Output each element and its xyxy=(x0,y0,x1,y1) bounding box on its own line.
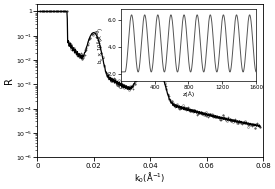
Y-axis label: R: R xyxy=(4,77,14,84)
X-axis label: k$_0$(Å$^{-1}$): k$_0$(Å$^{-1}$) xyxy=(134,170,166,185)
